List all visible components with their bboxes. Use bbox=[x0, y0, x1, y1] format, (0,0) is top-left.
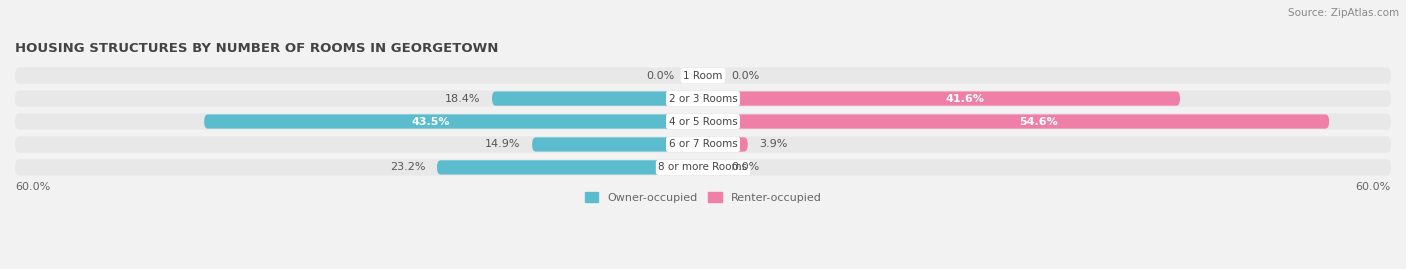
Text: 4 or 5 Rooms: 4 or 5 Rooms bbox=[669, 116, 737, 126]
FancyBboxPatch shape bbox=[204, 114, 703, 129]
FancyBboxPatch shape bbox=[492, 91, 703, 106]
FancyBboxPatch shape bbox=[703, 91, 1180, 106]
Text: 60.0%: 60.0% bbox=[1355, 182, 1391, 192]
FancyBboxPatch shape bbox=[15, 68, 1391, 84]
Text: 23.2%: 23.2% bbox=[389, 162, 426, 172]
Text: 0.0%: 0.0% bbox=[731, 162, 759, 172]
FancyBboxPatch shape bbox=[15, 159, 1391, 176]
FancyBboxPatch shape bbox=[15, 136, 1391, 153]
FancyBboxPatch shape bbox=[15, 113, 1391, 130]
FancyBboxPatch shape bbox=[703, 160, 720, 175]
FancyBboxPatch shape bbox=[531, 137, 703, 152]
FancyBboxPatch shape bbox=[703, 137, 748, 152]
Text: 2 or 3 Rooms: 2 or 3 Rooms bbox=[669, 94, 737, 104]
Text: 41.6%: 41.6% bbox=[945, 94, 984, 104]
Text: 8 or more Rooms: 8 or more Rooms bbox=[658, 162, 748, 172]
FancyBboxPatch shape bbox=[703, 114, 1329, 129]
Text: 14.9%: 14.9% bbox=[485, 139, 520, 150]
FancyBboxPatch shape bbox=[15, 90, 1391, 107]
FancyBboxPatch shape bbox=[703, 69, 720, 83]
Text: 0.0%: 0.0% bbox=[647, 71, 675, 81]
Text: 43.5%: 43.5% bbox=[412, 116, 450, 126]
Text: HOUSING STRUCTURES BY NUMBER OF ROOMS IN GEORGETOWN: HOUSING STRUCTURES BY NUMBER OF ROOMS IN… bbox=[15, 42, 498, 55]
FancyBboxPatch shape bbox=[437, 160, 703, 175]
Text: 0.0%: 0.0% bbox=[731, 71, 759, 81]
Text: 18.4%: 18.4% bbox=[446, 94, 481, 104]
Text: 3.9%: 3.9% bbox=[759, 139, 787, 150]
Text: 6 or 7 Rooms: 6 or 7 Rooms bbox=[669, 139, 737, 150]
Legend: Owner-occupied, Renter-occupied: Owner-occupied, Renter-occupied bbox=[581, 188, 825, 207]
FancyBboxPatch shape bbox=[686, 69, 703, 83]
Text: Source: ZipAtlas.com: Source: ZipAtlas.com bbox=[1288, 8, 1399, 18]
Text: 54.6%: 54.6% bbox=[1019, 116, 1059, 126]
Text: 60.0%: 60.0% bbox=[15, 182, 51, 192]
Text: 1 Room: 1 Room bbox=[683, 71, 723, 81]
